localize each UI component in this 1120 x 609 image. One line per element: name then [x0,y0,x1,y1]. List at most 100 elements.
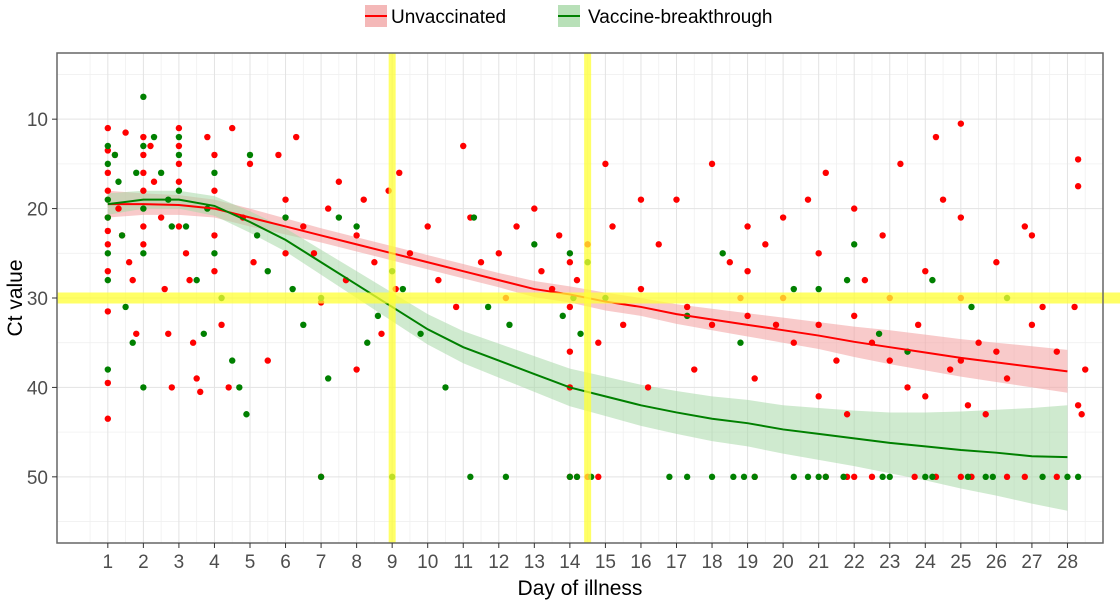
point-vaccine-breakthrough [531,241,538,248]
point-unvaccinated [708,160,716,168]
point-unvaccinated [104,241,112,248]
point-vaccine-breakthrough [140,384,147,391]
point-unvaccinated [975,339,982,346]
point-vaccine-breakthrough [417,330,424,337]
point-unvaccinated [424,223,431,230]
point-vaccine-breakthrough [282,214,289,221]
point-vaccine-breakthrough [1039,473,1046,481]
x-tick-label: 18 [701,552,722,573]
point-vaccine-breakthrough [683,473,691,481]
point-vaccine-breakthrough [666,473,673,481]
point-unvaccinated [197,388,204,396]
point-unvaccinated [353,232,360,239]
point-unvaccinated [751,375,758,382]
point-unvaccinated [566,259,574,266]
x-tick-label: 21 [808,552,829,573]
point-vaccine-breakthrough [922,473,929,481]
point-unvaccinated [993,259,1000,266]
point-unvaccinated [495,250,502,257]
point-unvaccinated [189,339,197,346]
point-unvaccinated [292,133,300,141]
point-unvaccinated [922,267,929,275]
x-tick-label: 25 [950,552,971,573]
x-axis-ticks: 1 2 3 4 5 6 7 8 9 10 11 12 13 14 15 16 17 18 19 20 21 22 23 24 2… [103,543,1078,573]
point-unvaccinated [140,151,147,159]
point-unvaccinated [140,133,147,141]
point-vaccine-breakthrough [133,169,140,177]
point-vaccine-breakthrough [566,473,574,481]
point-unvaccinated [726,259,734,266]
x-tick-label: 8 [351,552,362,573]
ribbon-vaccine-breakthrough [107,190,1068,511]
x-tick-label: 9 [387,552,398,573]
point-vaccine-breakthrough [751,473,758,481]
x-tick-label: 16 [630,552,651,573]
point-vaccine-breakthrough [815,285,822,293]
point-unvaccinated [452,303,460,311]
x-tick-label: 2 [138,552,149,573]
point-unvaccinated [790,339,797,346]
point-vaccine-breakthrough [506,321,513,329]
x-tick-label: 1 [103,552,114,573]
point-unvaccinated [851,205,858,212]
x-tick-label: 5 [245,552,256,573]
point-unvaccinated [1082,366,1089,373]
y-axis-ticks: 10 20 30 40 50 [27,110,57,489]
x-tick-label: 26 [986,552,1007,573]
point-unvaccinated [122,129,129,136]
point-unvaccinated [175,178,183,185]
x-tick-label: 14 [559,552,581,573]
point-vaccine-breakthrough [129,339,136,346]
point-vaccine-breakthrough [989,473,997,481]
point-unvaccinated [310,250,318,257]
point-unvaccinated [637,196,645,203]
point-vaccine-breakthrough [573,473,581,481]
point-vaccine-breakthrough [559,312,566,320]
point-unvaccinated [477,259,485,266]
point-unvaccinated [822,169,829,177]
point-unvaccinated [993,348,1000,355]
point-unvaccinated [324,205,332,212]
point-unvaccinated [1028,232,1036,239]
x-tick-label: 3 [174,552,185,573]
point-unvaccinated [1074,402,1082,409]
point-unvaccinated [904,384,911,391]
point-vaccine-breakthrough [140,93,147,101]
point-unvaccinated [744,223,751,230]
point-vaccine-breakthrough [122,303,129,311]
point-unvaccinated [264,357,271,364]
point-vaccine-breakthrough [843,276,851,284]
legend-label-vaccine-breakthrough: Vaccine-breakthrough [588,7,772,28]
point-vaccine-breakthrough [982,473,989,481]
point-unvaccinated [435,276,442,284]
point-vaccine-breakthrough [236,384,243,391]
point-unvaccinated [104,147,112,154]
point-unvaccinated [335,178,343,185]
point-unvaccinated [1021,223,1029,230]
point-unvaccinated [531,205,538,212]
point-unvaccinated [360,196,367,203]
x-tick-label: 10 [417,552,438,573]
point-vaccine-breakthrough [730,473,737,481]
point-vaccine-breakthrough [115,178,122,185]
point-vaccine-breakthrough [708,473,716,481]
point-unvaccinated [150,178,158,185]
point-vaccine-breakthrough [335,214,343,221]
point-unvaccinated [744,267,751,275]
point-vaccine-breakthrough [1064,473,1071,481]
point-unvaccinated [1074,183,1082,190]
point-unvaccinated [566,348,574,355]
point-vaccine-breakthrough [140,250,147,257]
point-vaccine-breakthrough [470,214,478,221]
point-unvaccinated [609,223,616,230]
point-unvaccinated [161,285,168,293]
point-unvaccinated [1021,473,1029,481]
point-unvaccinated [250,259,257,266]
point-vaccine-breakthrough [104,250,112,257]
point-vaccine-breakthrough [200,330,207,337]
point-vaccine-breakthrough [929,473,936,481]
point-vaccine-breakthrough [1074,473,1082,481]
point-vaccine-breakthrough [840,473,847,481]
point-vaccine-breakthrough [502,473,510,481]
